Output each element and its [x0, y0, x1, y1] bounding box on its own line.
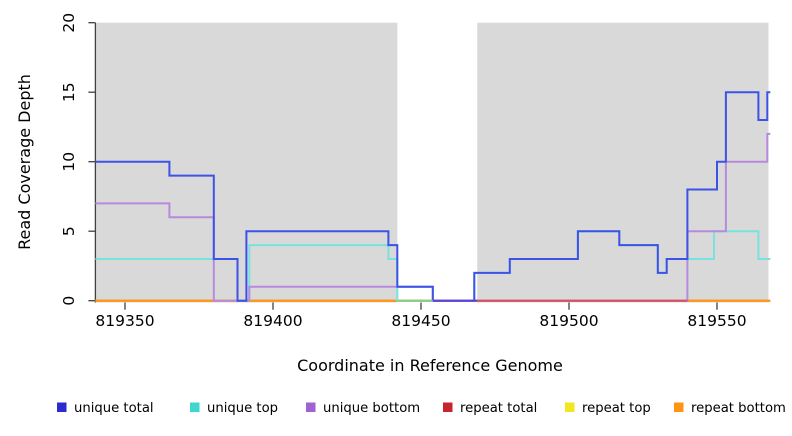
legend-swatch-repeat-total: [443, 402, 453, 412]
legend: unique total unique top unique bottom repea…: [57, 401, 786, 416]
legend-swatch-repeat-bottom: [674, 402, 684, 412]
legend-swatch-unique-bottom: [306, 402, 316, 412]
x-tick-label: 819400: [243, 312, 302, 330]
legend-label-unique-top: unique top: [207, 401, 278, 416]
legend-label-repeat-top: repeat top: [582, 401, 651, 416]
y-axis-title: Read Coverage Depth: [15, 74, 34, 250]
x-axis-title: Coordinate in Reference Genome: [297, 356, 563, 375]
x-tick-label: 819500: [539, 312, 598, 330]
series-layer: [95, 91, 771, 302]
legend-swatch-unique-total: [57, 402, 67, 412]
legend-label-unique-total: unique total: [74, 401, 154, 416]
legend-label-unique-bottom: unique bottom: [323, 401, 420, 416]
y-tick-label: 20: [60, 13, 78, 33]
y-tick-label: 10: [60, 152, 78, 172]
legend-swatch-unique-top: [190, 402, 200, 412]
x-tick-label: 819450: [391, 312, 450, 330]
x-tick-label: 819550: [687, 312, 746, 330]
legend-swatch-repeat-top: [565, 402, 575, 412]
y-tick-label: 0: [60, 296, 78, 306]
x-tick-label: 819350: [95, 312, 154, 330]
y-tick-label: 5: [60, 226, 78, 236]
axis-layer: 0 5 10 15 20 819350 819400 819450 819500 819550: [60, 13, 747, 330]
legend-label-repeat-bottom: repeat bottom: [691, 401, 786, 416]
legend-label-repeat-total: repeat total: [460, 401, 537, 416]
series-line-unique-total: [95, 91, 771, 302]
y-tick-label: 15: [60, 82, 78, 102]
